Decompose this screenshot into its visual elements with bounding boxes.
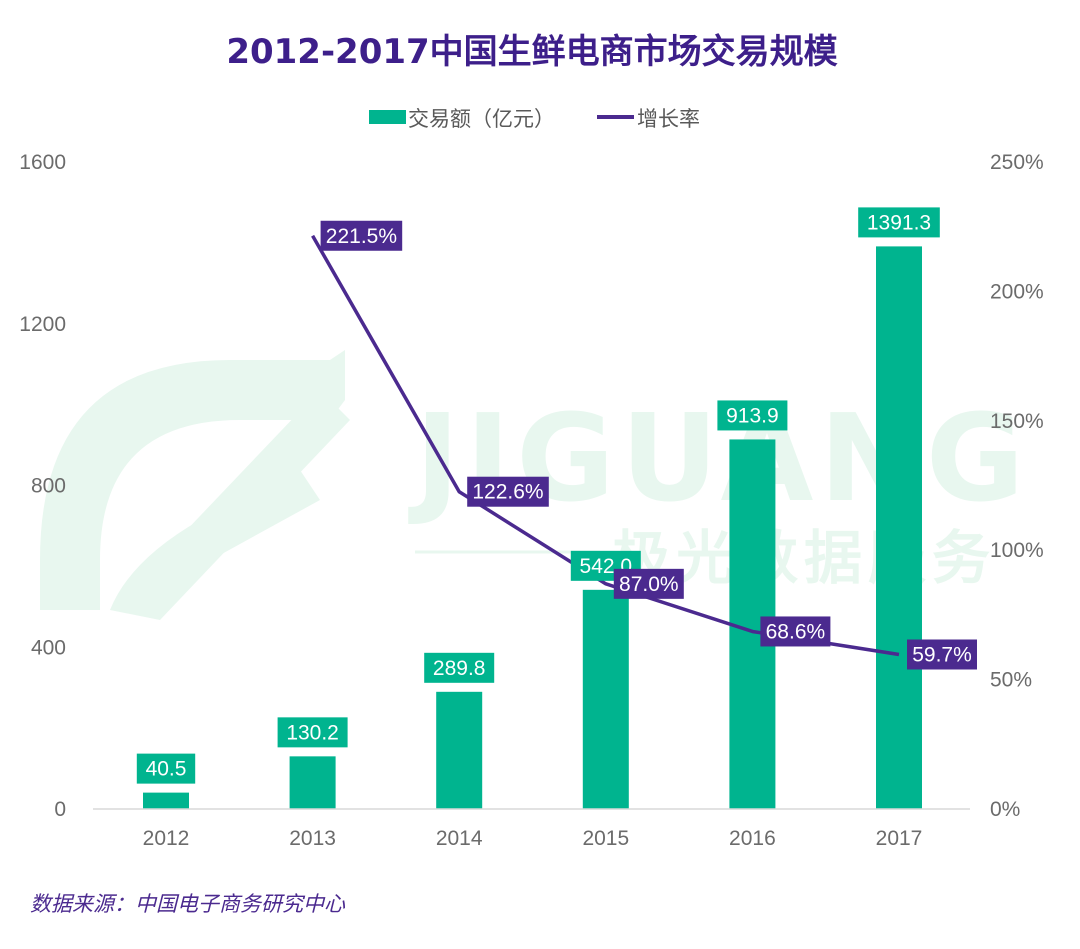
bar-value-label: 1391.3: [858, 207, 940, 238]
legend-line-label: 增长率: [637, 108, 700, 131]
line-value-label-box: [613, 568, 684, 599]
y-left-tick-label: 0: [54, 798, 66, 821]
bar-value-label: 40.5: [136, 753, 196, 784]
bar-value-label-text: 913.9: [726, 404, 779, 427]
y-right-tick-label: 150%: [990, 410, 1044, 433]
x-tick-label: 2015: [582, 827, 629, 850]
bar-2013: [289, 756, 336, 809]
bar-value-label-box: [136, 753, 196, 784]
line-value-label-box: [467, 476, 549, 507]
line-value-label-text: 87.0%: [619, 573, 679, 596]
y-right-tick-label: 50%: [990, 669, 1032, 692]
bar-value-label-text: 40.5: [146, 758, 187, 781]
line-value-label-text: 221.5%: [326, 225, 397, 248]
bar-value-label-text: 1391.3: [867, 211, 931, 234]
bar-2017: [876, 246, 922, 809]
legend-bar-swatch: [369, 110, 406, 124]
y-left-tick-label: 1200: [19, 313, 66, 336]
bar-value-label: 130.2: [277, 717, 348, 748]
line-value-label-box: [760, 616, 831, 647]
bar-value-label-box: [717, 400, 788, 431]
legend: 交易额（亿元） 增长率: [369, 108, 700, 131]
right-axis: 0% 50% 100% 150% 200% 250%: [990, 151, 1044, 821]
x-tick-label: 2012: [143, 827, 190, 850]
line-value-label: 87.0%: [613, 568, 684, 599]
line-value-label-box: [320, 220, 403, 251]
y-right-tick-label: 0%: [990, 798, 1020, 821]
bar-2014: [436, 691, 483, 809]
bar-value-label-box: [858, 207, 940, 238]
bar-value-label: 289.8: [424, 652, 495, 683]
x-tick-label: 2016: [729, 827, 776, 850]
y-right-tick-label: 100%: [990, 539, 1044, 562]
bar-value-label-text: 130.2: [286, 721, 339, 744]
line-value-label: 221.5%: [320, 220, 403, 251]
line-value-label: 59.7%: [907, 639, 977, 670]
line-value-label-text: 59.7%: [912, 643, 972, 666]
line-value-label-text: 122.6%: [472, 481, 543, 504]
line-labels: 221.5% 122.6% 87.0% 68.6% 59.7%: [320, 220, 977, 670]
y-left-tick-label: 400: [31, 636, 66, 659]
bar-2012: [143, 792, 189, 809]
bar-value-label: 913.9: [717, 400, 788, 431]
chart-title: 2012-2017中国生鲜电商市场交易规模: [226, 32, 837, 72]
y-left-tick-label: 800: [31, 475, 66, 498]
x-tick-label: 2014: [436, 827, 483, 850]
x-tick-label: 2017: [876, 827, 923, 850]
bar-value-label-box: [424, 652, 495, 683]
bar-value-label-box: [277, 717, 348, 748]
bar-value-label-text: 289.8: [433, 657, 486, 680]
y-right-tick-label: 200%: [990, 280, 1044, 303]
y-right-tick-label: 250%: [990, 151, 1044, 174]
y-left-tick-label: 1600: [19, 151, 66, 174]
left-axis: 0 400 800 1200 1600: [19, 151, 66, 821]
bar-2015: [582, 589, 629, 809]
line-value-label-box: [907, 639, 977, 670]
bar-series: [143, 246, 922, 809]
x-axis: 2012 2013 2014 2015 2016 2017: [143, 827, 923, 850]
line-value-label: 122.6%: [467, 476, 549, 507]
line-value-label: 68.6%: [760, 616, 831, 647]
watermark-logo-icon: [40, 350, 350, 620]
legend-bar-label: 交易额（亿元）: [408, 108, 555, 131]
x-tick-label: 2013: [289, 827, 336, 850]
source-note: 数据来源：中国电子商务研究中心: [30, 892, 346, 916]
line-value-label-text: 68.6%: [766, 620, 826, 643]
